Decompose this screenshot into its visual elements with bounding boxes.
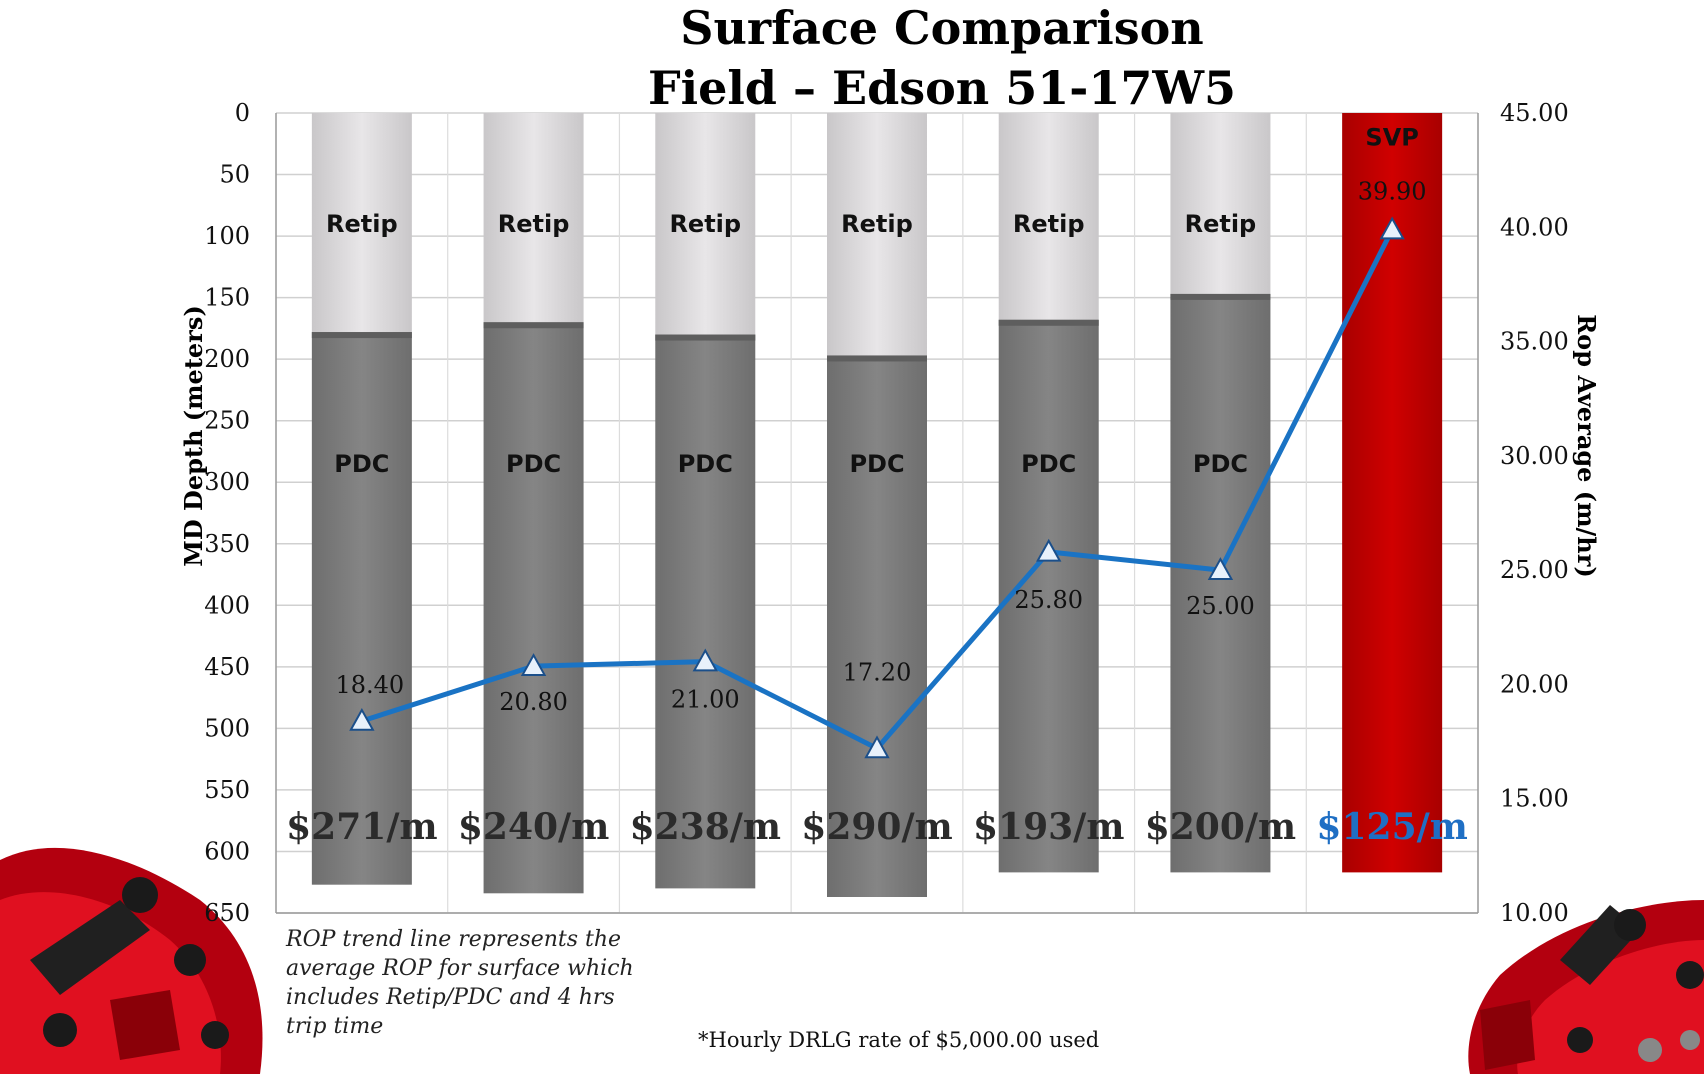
- rop-point-marker: [349, 707, 375, 731]
- left-axis-tick-label: 200: [204, 345, 250, 373]
- bar-segment-pdc: [827, 355, 927, 897]
- bar-segment-label: Retip: [1013, 210, 1085, 238]
- bar-segment-label: PDC: [506, 450, 561, 478]
- rop-point-marker: [520, 653, 547, 676]
- rop-point-marker: [1379, 216, 1405, 240]
- bar-segment-label: Retip: [326, 210, 398, 238]
- left-axis-tick-label: 100: [204, 222, 250, 250]
- left-axis-tick-label: 300: [204, 468, 250, 496]
- left-axis-tick-label: 500: [204, 714, 250, 742]
- bar-segment-cap: [827, 355, 927, 362]
- bar-segment-label: SVP: [1365, 124, 1418, 152]
- bar-segment-cap: [311, 332, 412, 339]
- bar-segment-label: Retip: [841, 210, 913, 238]
- right-axis-tick-label: 35.00: [1500, 328, 1569, 356]
- bar-segment-cap: [655, 334, 756, 341]
- bar-cost-label: $193/m: [973, 806, 1124, 848]
- bar-segment-cap: [483, 322, 584, 329]
- bar-segment-svp: [1342, 113, 1443, 873]
- right-axis-tick-label: 45.00: [1500, 99, 1569, 127]
- drill-bit-image-right: [1468, 900, 1704, 1074]
- chart-title-line-2: Field – Edson 51-17W5: [648, 61, 1236, 115]
- bar-segment-label: PDC: [334, 450, 389, 478]
- right-axis-title: Rop Average (m/hr): [1572, 314, 1601, 578]
- rop-data-label: 20.80: [499, 688, 568, 716]
- bar-segment-pdc: [655, 334, 756, 889]
- bar-segment-label: Retip: [1185, 210, 1257, 238]
- rop-point-marker: [1036, 538, 1062, 562]
- bar-segment-label: Retip: [498, 210, 570, 238]
- rop-point-marker: [692, 648, 718, 672]
- rop-trend-line: 18.40 20.80 21.00 17.20 25.80 25.00 39.90: [335, 178, 1427, 759]
- right-axis-tick-label: 20.00: [1500, 670, 1569, 698]
- bar-segment-retip: [1170, 113, 1271, 294]
- right-axis-tick-label: 15.00: [1500, 785, 1569, 813]
- left-axis-tick-label: 0: [235, 99, 250, 127]
- rop-data-label: 25.80: [1014, 586, 1083, 614]
- bar-segment-label: Retip: [669, 210, 741, 238]
- rop-data-label: 39.90: [1358, 178, 1427, 206]
- right-axis-tick-label: 10.00: [1500, 899, 1569, 927]
- bar-cost-label: $200/m: [1145, 806, 1296, 848]
- rop-data-label: 25.00: [1186, 592, 1255, 620]
- left-axis-tick-label: 400: [204, 591, 250, 619]
- bar-segment-label: PDC: [849, 450, 904, 478]
- bar-segment-pdc: [1170, 293, 1271, 873]
- rop-trend-note: ROP trend line represents the average RO…: [286, 927, 634, 1039]
- bar-segment-retip: [311, 113, 412, 333]
- right-axis-tick-label: 25.00: [1500, 556, 1569, 584]
- bar-segment-retip: [827, 113, 927, 356]
- bar-segment-pdc: [998, 319, 1099, 873]
- bar-segment-retip: [998, 113, 1099, 320]
- left-axis-tick-label: 450: [204, 653, 250, 681]
- left-axis-tick-label: 550: [204, 776, 250, 804]
- left-axis-tick-label: 150: [204, 284, 250, 312]
- left-axis-tick-label: 350: [204, 530, 250, 558]
- rop-data-label: 17.20: [843, 658, 912, 686]
- right-axis-tick-label: 40.00: [1500, 213, 1569, 241]
- bar-cost-label: $290/m: [801, 806, 952, 848]
- left-axis-tick-label: 250: [204, 407, 250, 435]
- left-axis-title: MD Depth (meters): [179, 305, 208, 566]
- left-axis-tick-label: 600: [204, 837, 250, 865]
- bar-cost-label: $238/m: [630, 806, 781, 848]
- drlg-rate-footnote: *Hourly DRLG rate of $5,000.00 used: [698, 1028, 1100, 1052]
- left-axis-tick-label: 50: [219, 161, 250, 189]
- drill-bit-image-left: [0, 847, 263, 1074]
- bar-segment-cap: [998, 319, 1099, 326]
- chart-axes: 0 50 100 150 200 250 300 350 400 450 500 550 600 650 1…: [204, 99, 1569, 927]
- bar-cost-label: $125/m: [1316, 806, 1467, 848]
- bar-cost-label: $240/m: [458, 806, 609, 848]
- right-axis-tick-label: 30.00: [1500, 442, 1569, 470]
- bar-segment-cap: [1170, 293, 1271, 300]
- rop-data-label: 21.00: [671, 686, 740, 714]
- rop-point-marker: [1207, 557, 1234, 580]
- bar-segment-label: PDC: [1021, 450, 1076, 478]
- chart-title-line-1: Surface Comparison: [680, 1, 1203, 55]
- rop-point-marker: [864, 735, 890, 759]
- bar-segment-pdc: [483, 322, 584, 894]
- bar-segment-label: PDC: [678, 450, 733, 478]
- bar-segment-retip: [483, 113, 584, 323]
- bar-segment-label: PDC: [1193, 450, 1248, 478]
- chart-bars: Retip PDC $271/m Retip PDC $240/m Retip PDC $238…: [286, 113, 1468, 897]
- bar-segment-pdc: [311, 332, 412, 885]
- bar-segment-retip: [655, 113, 756, 335]
- left-axis-tick-label: 650: [204, 899, 250, 927]
- rop-data-label: 18.40: [335, 671, 404, 699]
- bar-cost-label: $271/m: [286, 806, 437, 848]
